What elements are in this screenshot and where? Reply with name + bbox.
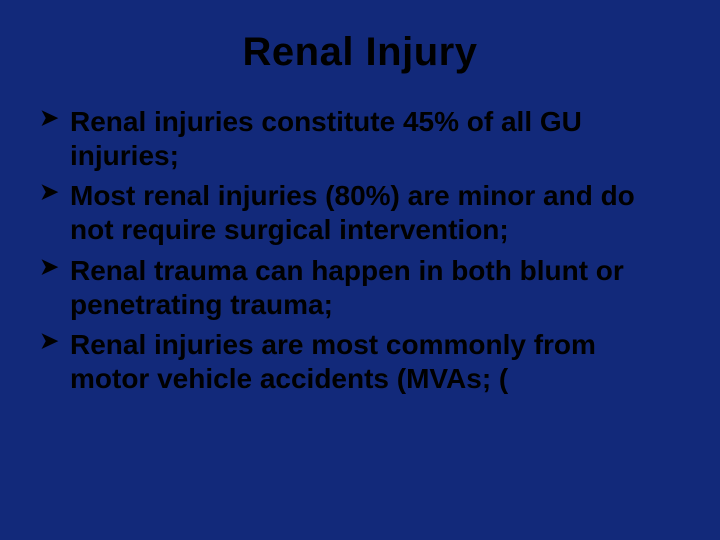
list-item: Renal injuries constitute 45% of all GU … (40, 105, 680, 173)
list-item: Renal trauma can happen in both blunt or… (40, 254, 680, 322)
bullet-text: Renal injuries constitute 45% of all GU … (70, 106, 582, 171)
slide: Renal Injury Renal injuries constitute 4… (0, 0, 720, 540)
bullet-list: Renal injuries constitute 45% of all GU … (40, 105, 680, 396)
list-item: Most renal injuries (80%) are minor and … (40, 179, 680, 247)
bullet-text: Renal injuries are most commonly from mo… (70, 329, 596, 394)
list-item: Renal injuries are most commonly from mo… (40, 328, 680, 396)
bullet-text: Most renal injuries (80%) are minor and … (70, 180, 635, 245)
bullet-text: Renal trauma can happen in both blunt or… (70, 255, 624, 320)
slide-title: Renal Injury (40, 30, 680, 75)
